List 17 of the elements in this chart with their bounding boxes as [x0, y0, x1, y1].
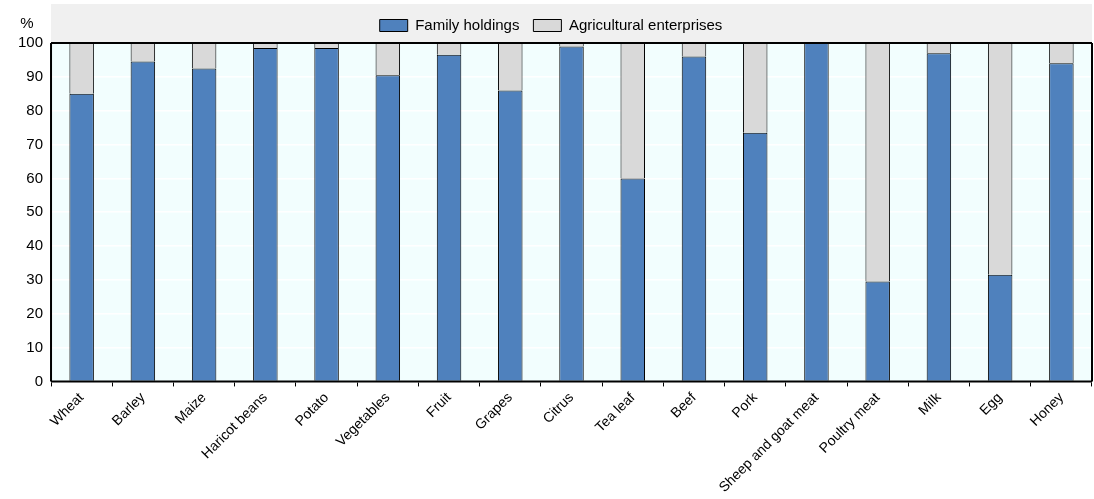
y-axis-title: % [20, 13, 34, 31]
y-tick-label: 50 [26, 202, 44, 220]
y-tick-label: 20 [26, 303, 44, 321]
x-tick-label: Egg [976, 388, 1005, 418]
y-tick-label: 10 [26, 337, 44, 355]
x-tick-label: Tea leaf [591, 388, 638, 435]
y-tick-label: 60 [26, 168, 44, 186]
y-tick-label: 0 [34, 371, 44, 389]
y-tick-label: 40 [26, 236, 44, 254]
y-tick-label: 80 [26, 100, 44, 118]
legend-label: Agricultural enterprises [568, 15, 723, 33]
y-tick-label: 90 [26, 66, 44, 84]
y-tick-label: 100 [18, 33, 44, 51]
y-tick-label: 30 [26, 270, 44, 288]
x-tick-label: Milk [914, 388, 945, 418]
legend-label: Family holdings [415, 15, 520, 33]
y-tick-label: 70 [26, 134, 44, 152]
